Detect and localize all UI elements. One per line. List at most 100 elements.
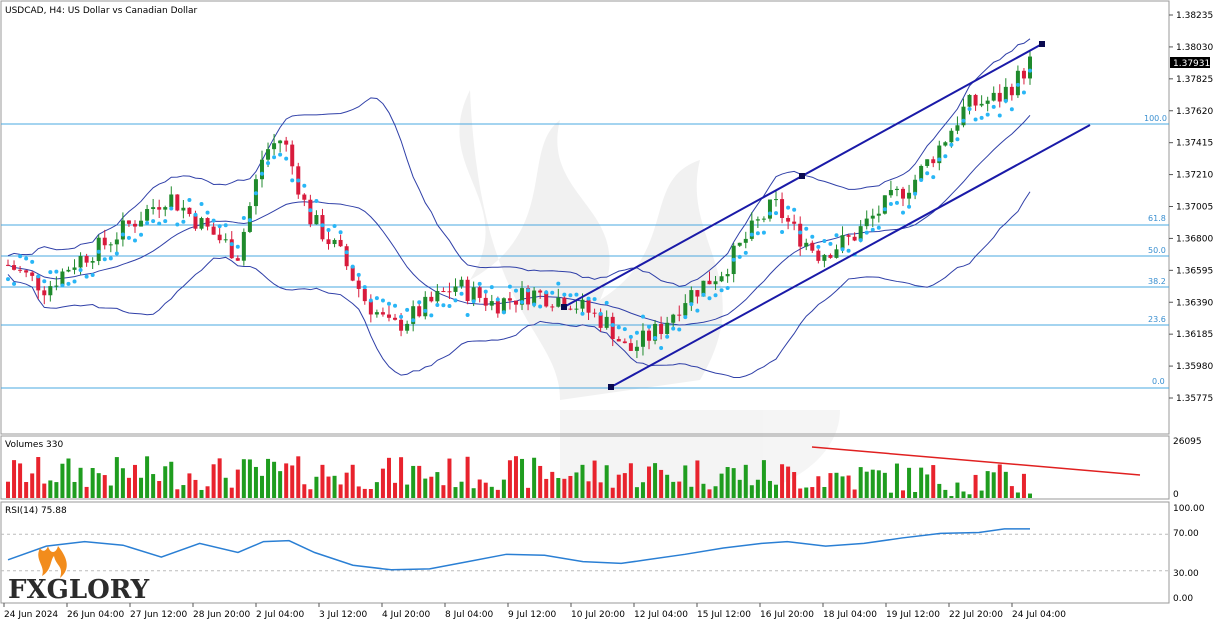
candle-bull (713, 281, 718, 285)
sar-dot (126, 235, 131, 240)
sar-dot (616, 325, 621, 330)
sar-dot (671, 326, 676, 331)
sar-dot (913, 191, 918, 196)
time-tick-label: 2 Jul 04:00 (256, 610, 305, 620)
sar-dot (151, 219, 156, 224)
volume-bar-up (580, 464, 585, 498)
candle-bull (374, 312, 379, 315)
candle-bear (132, 223, 137, 227)
candle-bear (356, 280, 361, 289)
rsi-panel-label: RSI(14) 75.88 (5, 506, 67, 516)
sar-dot (810, 234, 815, 239)
sar-dot (266, 161, 271, 166)
candle-bear (483, 297, 488, 306)
sar-dot (931, 175, 936, 180)
candle-bull (882, 195, 887, 214)
sar-dot (471, 299, 476, 304)
candle-bull (66, 269, 71, 272)
time-tick-label: 4 Jul 20:00 (382, 610, 431, 620)
sar-dot (114, 251, 119, 256)
volume-bar-down (507, 460, 512, 498)
volume-bar-up (453, 487, 458, 498)
sar-dot (725, 286, 730, 291)
candle-bull (181, 207, 186, 211)
candle-bull (556, 297, 561, 307)
fib-label-23-6: 23.6 (1148, 315, 1166, 324)
volume-bar-up (767, 480, 772, 498)
sar-dot (755, 231, 760, 236)
volume-bars (6, 446, 1141, 498)
flame-icon (38, 546, 67, 578)
sar-dot (181, 219, 186, 224)
sar-dot (937, 157, 942, 162)
price-tick-label: 1.38030 (1176, 43, 1213, 53)
volume-bar-up (90, 468, 95, 498)
sar-dot (54, 269, 59, 274)
candle-bear (1021, 70, 1026, 79)
sar-dot (247, 218, 252, 223)
volume-bar-up (72, 481, 77, 498)
volume-bar-up (882, 472, 887, 498)
volume-bar-down (810, 487, 815, 498)
volume-bar-up (755, 479, 760, 498)
sar-dot (840, 247, 845, 252)
volume-bar-down (901, 490, 906, 498)
sar-dot (18, 254, 23, 259)
volume-bar-up (139, 477, 144, 498)
volume-bar-up (907, 467, 912, 498)
candle-bull (834, 249, 839, 258)
candle-bull (683, 303, 688, 316)
volume-bar-up (725, 467, 730, 498)
candle-bear (677, 314, 682, 316)
sar-dot (284, 156, 289, 161)
sar-dot (647, 324, 652, 329)
candle-bull (241, 231, 246, 261)
chart-title: USDCAD, H4: US Dollar vs Canadian Dollar (5, 6, 198, 16)
price-axis: 1.38235 1.38030 1.37825 1.37620 1.37415 1.372… (1169, 11, 1213, 404)
sar-dot (308, 208, 313, 213)
price-tick-label: 1.36185 (1176, 330, 1213, 340)
volume-bar-down (211, 464, 216, 498)
volume-bar-down (380, 468, 385, 498)
candle-bull (151, 207, 156, 210)
channel-anchor (799, 173, 805, 179)
time-tick-label: 16 Jul 20:00 (760, 610, 814, 620)
price-panel-frame (0, 0, 1170, 435)
volume-bar-up (60, 463, 65, 498)
sar-dot (683, 315, 688, 320)
sar-dot (465, 313, 470, 318)
sar-dot (350, 264, 355, 269)
volume-bar-up (949, 496, 954, 498)
sar-dot (429, 313, 434, 318)
candle-bear (344, 246, 349, 267)
sar-dot (332, 223, 337, 228)
price-tick-label: 1.36595 (1176, 266, 1213, 276)
volume-panel-frame (0, 435, 1170, 500)
sar-dot (888, 202, 893, 207)
candle-bear (647, 330, 652, 341)
candle-bull (991, 92, 996, 101)
candle-bear (229, 239, 234, 259)
sar-dot (229, 242, 234, 247)
sar-dot (199, 202, 204, 207)
volume-bar-up (713, 486, 718, 498)
sar-dot (96, 249, 101, 254)
sar-dot (737, 254, 742, 259)
volume-bar-down (102, 475, 107, 498)
sar-dot (816, 244, 821, 249)
volume-bar-up (332, 475, 337, 498)
sar-dot (568, 293, 573, 298)
sar-dot (707, 296, 712, 301)
sar-dot (677, 327, 682, 332)
fib-label-38-2: 38.2 (1148, 277, 1166, 286)
volume-bar-up (374, 482, 379, 498)
volume-bar-up (489, 486, 494, 498)
volume-bar-down (6, 481, 10, 498)
candle-bull (48, 286, 53, 296)
sar-dot (223, 223, 228, 228)
volume-bar-down (562, 478, 567, 498)
volume-bar-up (411, 465, 416, 498)
candle-bull (749, 220, 754, 239)
sar-dot (24, 256, 29, 261)
candle-bull (985, 100, 990, 104)
